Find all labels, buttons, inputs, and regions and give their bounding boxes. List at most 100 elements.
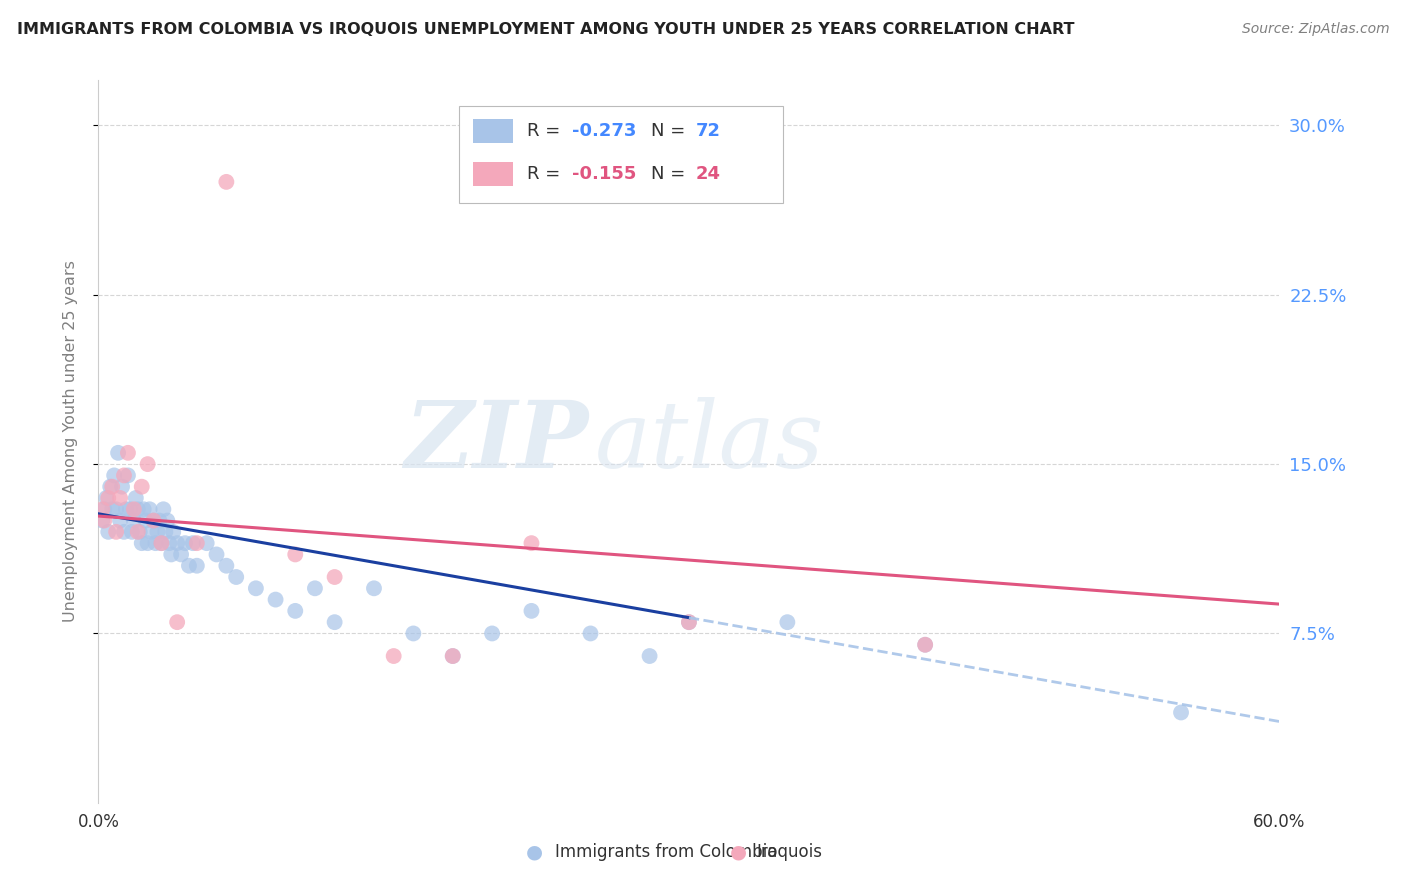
- Point: [382, 648, 405, 663]
- Point: [148, 514, 170, 528]
- Point: [264, 592, 287, 607]
- Point: [205, 548, 228, 562]
- Point: [402, 626, 425, 640]
- Text: 24: 24: [696, 165, 721, 183]
- Text: Iroquois: Iroquois: [756, 843, 823, 861]
- Point: [579, 626, 602, 640]
- Point: [117, 446, 139, 460]
- Point: [520, 604, 543, 618]
- Point: [284, 604, 307, 618]
- Point: [117, 468, 139, 483]
- Point: [304, 582, 326, 596]
- Point: [112, 524, 135, 539]
- Point: [112, 468, 135, 483]
- Text: N =: N =: [651, 122, 692, 140]
- Point: [162, 524, 184, 539]
- Point: [127, 502, 149, 516]
- Point: [520, 536, 543, 550]
- Point: [776, 615, 799, 630]
- Point: [481, 626, 503, 640]
- Point: [215, 175, 238, 189]
- Point: [98, 480, 121, 494]
- Point: [118, 502, 141, 516]
- Point: [107, 446, 129, 460]
- Point: [195, 536, 218, 550]
- Point: [245, 582, 267, 596]
- Text: ●: ●: [730, 842, 747, 862]
- Point: [156, 514, 179, 528]
- Point: [101, 502, 124, 516]
- Point: [323, 570, 346, 584]
- Point: [441, 648, 464, 663]
- Point: [122, 502, 145, 516]
- Point: [166, 536, 188, 550]
- Point: [108, 514, 131, 528]
- Point: [215, 558, 238, 573]
- Point: [323, 615, 346, 630]
- Point: [181, 536, 204, 550]
- Point: [914, 638, 936, 652]
- Point: [105, 502, 128, 516]
- Point: [108, 491, 131, 505]
- Text: IMMIGRANTS FROM COLOMBIA VS IROQUOIS UNEMPLOYMENT AMONG YOUTH UNDER 25 YEARS COR: IMMIGRANTS FROM COLOMBIA VS IROQUOIS UNE…: [17, 22, 1074, 37]
- Point: [678, 615, 700, 630]
- Point: [225, 570, 247, 584]
- Point: [91, 514, 114, 528]
- Text: 72: 72: [696, 122, 721, 140]
- Point: [132, 502, 155, 516]
- Point: [363, 582, 385, 596]
- Point: [166, 615, 188, 630]
- Point: [93, 514, 115, 528]
- Point: [131, 536, 153, 550]
- Point: [157, 536, 180, 550]
- Point: [125, 491, 148, 505]
- Point: [97, 491, 120, 505]
- Point: [186, 558, 208, 573]
- Point: [150, 536, 173, 550]
- Point: [160, 548, 183, 562]
- Point: [93, 502, 115, 516]
- Point: [101, 480, 124, 494]
- Point: [142, 514, 165, 528]
- Point: [638, 648, 661, 663]
- Point: [135, 514, 157, 528]
- Point: [177, 558, 200, 573]
- Point: [115, 502, 138, 516]
- Point: [141, 524, 163, 539]
- Text: R =: R =: [527, 165, 567, 183]
- FancyBboxPatch shape: [472, 162, 513, 186]
- Point: [128, 524, 150, 539]
- Point: [136, 457, 159, 471]
- Point: [170, 548, 193, 562]
- Point: [146, 524, 169, 539]
- Point: [97, 524, 120, 539]
- Text: -0.273: -0.273: [572, 122, 637, 140]
- Point: [136, 536, 159, 550]
- Text: R =: R =: [527, 122, 567, 140]
- Point: [96, 491, 118, 505]
- Point: [127, 524, 149, 539]
- Text: ZIP: ZIP: [405, 397, 589, 486]
- Text: N =: N =: [651, 165, 692, 183]
- Text: ●: ●: [526, 842, 543, 862]
- Point: [914, 638, 936, 652]
- Point: [142, 514, 165, 528]
- Point: [122, 514, 145, 528]
- Point: [441, 648, 464, 663]
- Point: [152, 502, 174, 516]
- Point: [121, 524, 143, 539]
- Point: [186, 536, 208, 550]
- Point: [91, 502, 114, 516]
- Text: -0.155: -0.155: [572, 165, 637, 183]
- FancyBboxPatch shape: [458, 105, 783, 203]
- Text: atlas: atlas: [595, 397, 824, 486]
- Point: [138, 502, 160, 516]
- Point: [678, 615, 700, 630]
- Point: [150, 536, 173, 550]
- Point: [174, 536, 197, 550]
- Point: [1170, 706, 1192, 720]
- Point: [155, 524, 177, 539]
- Point: [145, 536, 167, 550]
- Point: [105, 524, 128, 539]
- Point: [284, 548, 307, 562]
